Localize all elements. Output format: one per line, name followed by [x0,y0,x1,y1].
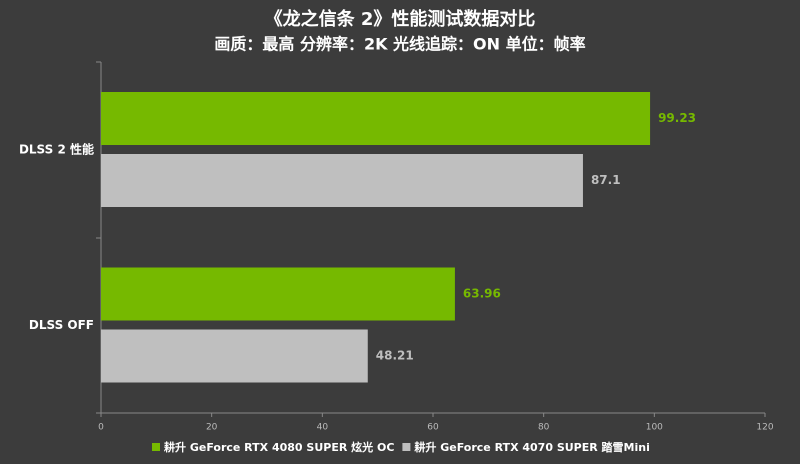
x-tick-label: 20 [206,423,218,433]
x-tick-label: 40 [317,423,329,433]
value-label: 99.23 [658,111,696,125]
x-tick-label: 80 [538,423,550,433]
value-label: 48.21 [376,349,414,363]
x-tick-label: 100 [646,423,663,433]
bar [101,92,651,145]
legend-label: 耕升 GeForce RTX 4080 SUPER 炫光 OC [164,440,394,454]
value-label: 63.96 [463,287,501,301]
bar [101,267,455,321]
category-label: DLSS 2 性能 [19,141,94,156]
legend-swatch [152,443,160,451]
legend-label: 耕升 GeForce RTX 4070 SUPER 踏雪Mini [414,440,649,454]
x-tick-label: 0 [98,423,104,433]
legend-swatch [402,443,411,451]
x-tick-label: 120 [756,423,773,433]
value-label: 87.1 [591,173,621,187]
bar [101,154,583,207]
x-tick-label: 60 [427,423,439,433]
chart-subtitle: 画质：最高 分辨率：2K 光线追踪：ON 单位：帧率 [214,35,585,54]
chart-title: 《龙之信条 2》性能测试数据对比 [265,8,536,30]
category-label: DLSS OFF [29,318,94,332]
bar [101,329,368,383]
